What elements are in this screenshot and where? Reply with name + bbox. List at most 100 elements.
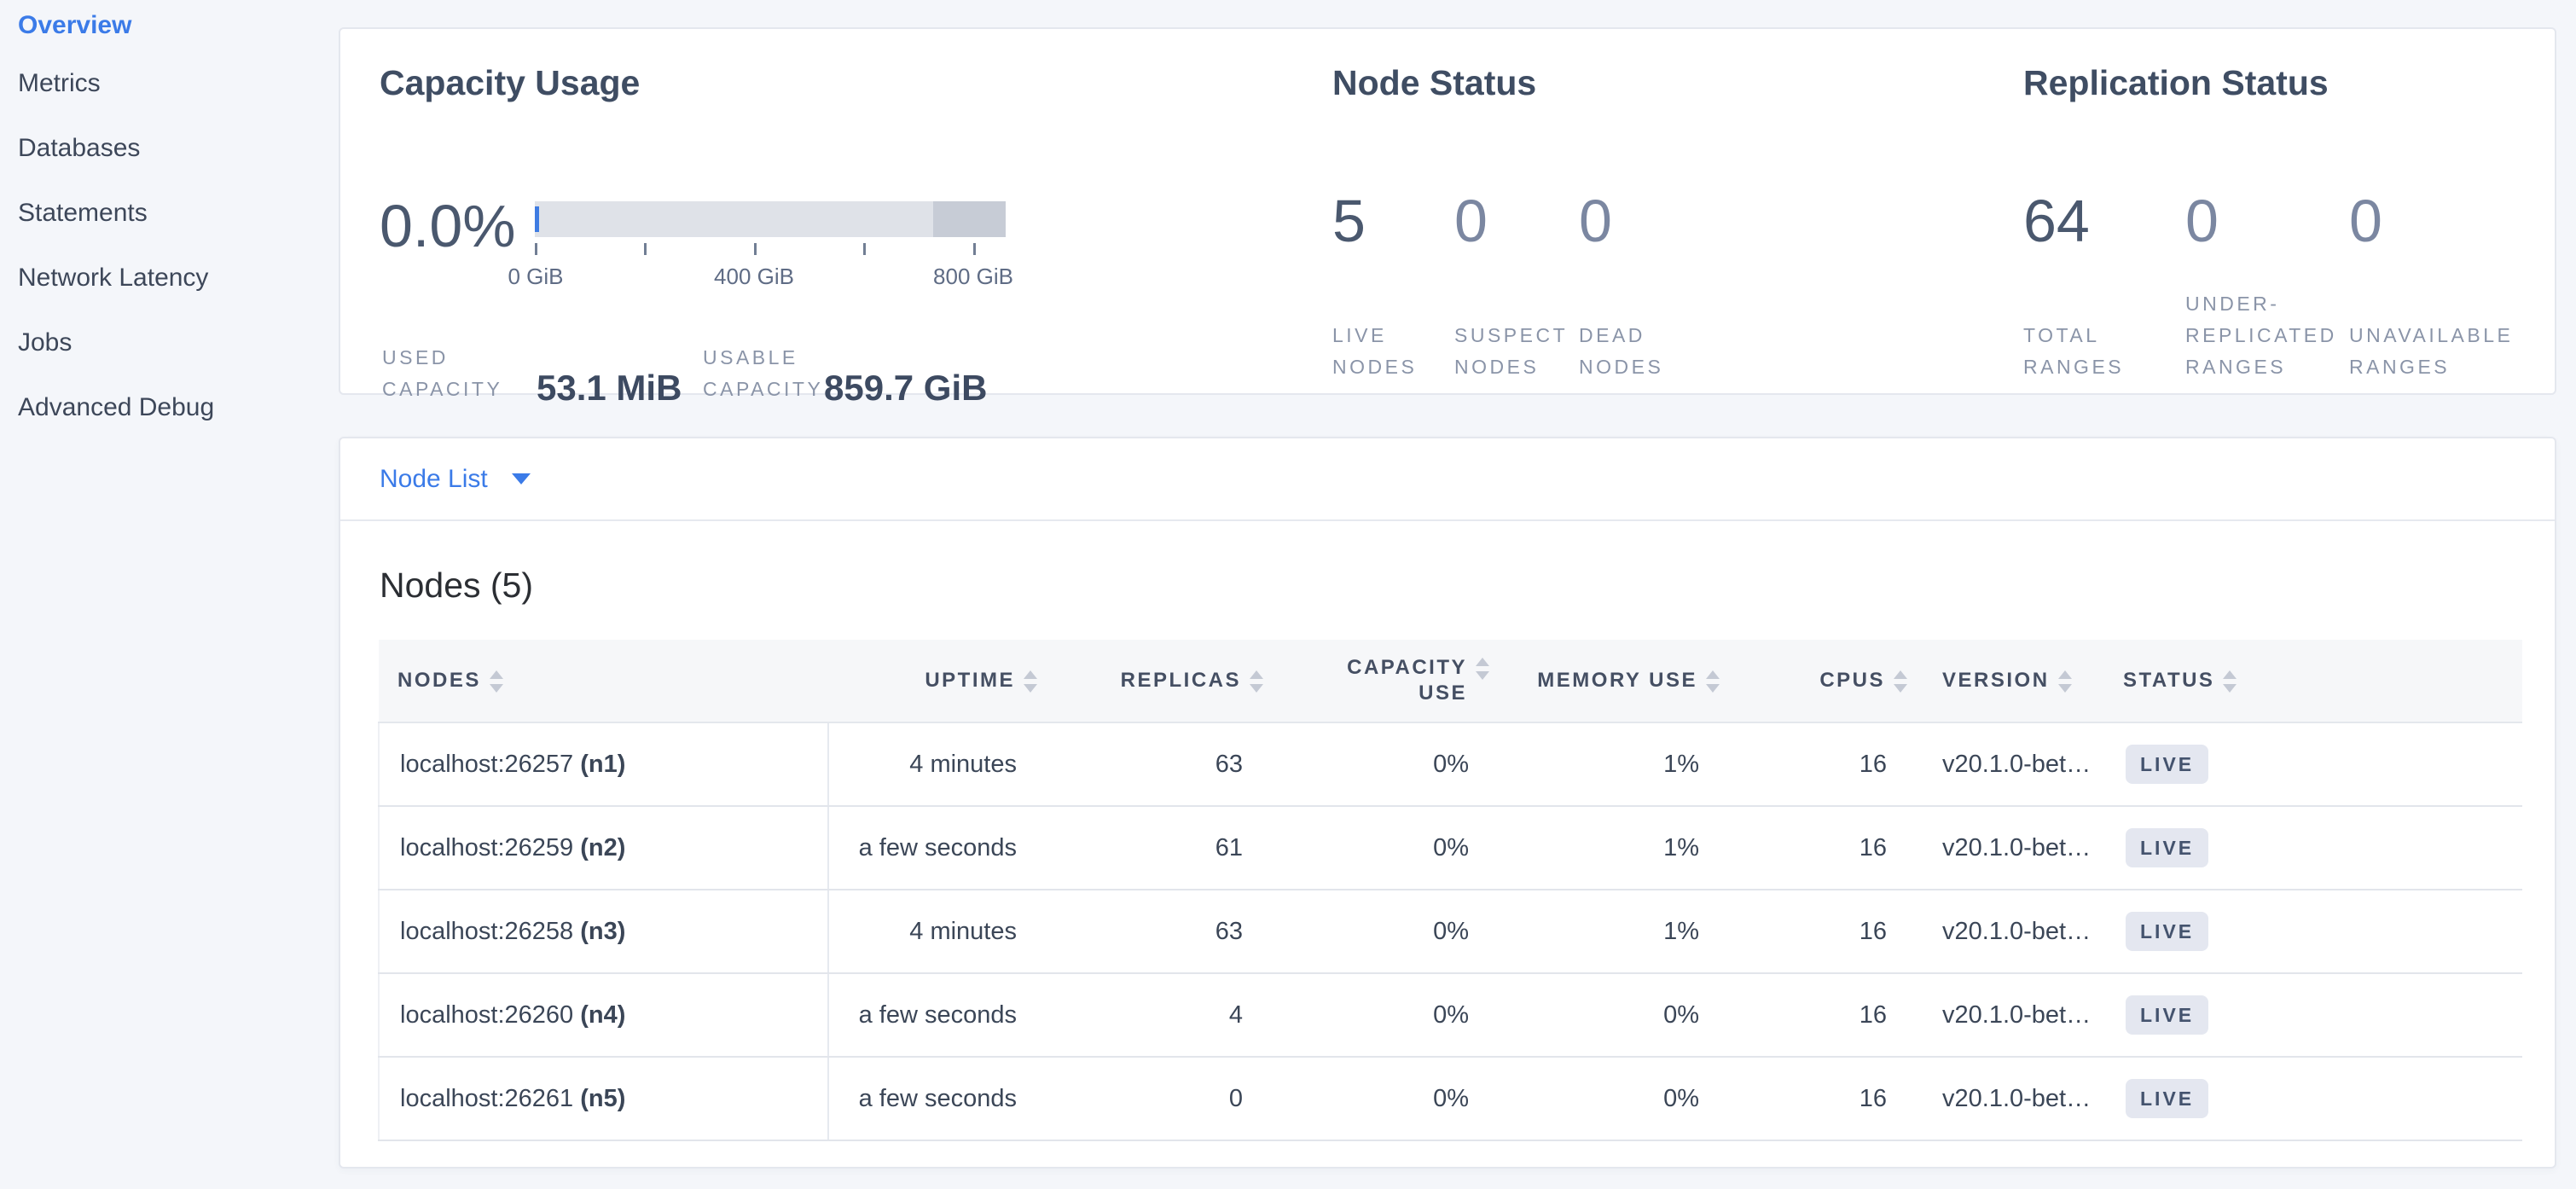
axis-tick: [863, 243, 866, 255]
live-nodes-stat: 5 LIVE NODES: [1332, 191, 1433, 383]
capacity-axis-ticks: [535, 243, 1006, 262]
sort-icon: [2223, 670, 2237, 693]
node-list-dropdown[interactable]: Node List: [340, 438, 2555, 521]
live-nodes-label: LIVE NODES: [1332, 324, 1418, 378]
replicas-cell: 63: [1037, 890, 1263, 974]
axis-tick: [973, 243, 976, 255]
cpus-cell: 16: [1720, 722, 1907, 807]
suspect-nodes-stat: 0 SUSPECT NODES: [1454, 191, 1564, 383]
status-badge: LIVE: [2126, 1079, 2209, 1118]
nodes-table-heading: Nodes (5): [380, 566, 534, 605]
node-status-title: Node Status: [1332, 63, 1537, 102]
sidebar-item-databases[interactable]: Databases: [18, 134, 141, 162]
sort-icon: [1894, 670, 1907, 693]
column-label: CPUS: [1819, 669, 1885, 692]
dead-nodes-label: DEAD NODES: [1579, 324, 1664, 378]
column-header-replicas[interactable]: REPLICAS: [1037, 640, 1263, 723]
sidebar-item-network-latency[interactable]: Network Latency: [18, 264, 209, 292]
column-header-uptime[interactable]: UPTIME: [828, 640, 1037, 723]
node-status-section: Node Status 5 LIVE NODES 0 SUSPECT NODES…: [1332, 29, 1981, 393]
capacity-stats: USED CAPACITY 53.1 MiB USABLE CAPACITY 8…: [380, 332, 1332, 409]
capacity-usage-section: Capacity Usage 0.0% 0 GiB 400 GiB 8: [380, 29, 1332, 408]
replicas-cell: 0: [1037, 1057, 1263, 1141]
cluster-summary-card: Capacity Usage 0.0% 0 GiB 400 GiB 8: [339, 27, 2556, 408]
sidebar-item-statements[interactable]: Statements: [18, 199, 148, 227]
capacity-use-cell: 0%: [1263, 973, 1489, 1058]
capacity-use-cell: 0%: [1263, 890, 1489, 974]
chevron-down-icon: [511, 473, 531, 484]
capacity-use-cell: 0%: [1263, 806, 1489, 890]
uptime-cell: 4 minutes: [828, 890, 1037, 974]
status-badge: LIVE: [2126, 912, 2209, 951]
column-header-status[interactable]: STATUS: [2112, 640, 2522, 723]
capacity-gauge: 0 GiB 400 GiB 800 GiB: [508, 201, 1013, 289]
node-id: (n1): [580, 750, 626, 778]
used-capacity-value: 53.1 MiB: [537, 368, 682, 408]
column-label: UPTIME: [925, 669, 1015, 692]
axis-tick: [754, 243, 757, 255]
node-address-cell[interactable]: localhost:26258 (n3): [378, 890, 829, 974]
sidebar-item-overview[interactable]: Overview: [18, 11, 132, 39]
column-label: VERSION: [1942, 669, 2050, 692]
column-header-version[interactable]: VERSION: [1907, 640, 2112, 723]
status-badge: LIVE: [2126, 995, 2209, 1035]
sort-icon: [2057, 670, 2072, 693]
node-address-cell[interactable]: localhost:26261 (n5): [378, 1057, 829, 1141]
node-id: (n4): [580, 1000, 626, 1029]
cpus-cell: 16: [1720, 1057, 1907, 1141]
node-address-cell[interactable]: localhost:26260 (n4): [378, 973, 829, 1058]
capacity-usage-title: Capacity Usage: [380, 63, 641, 102]
version-cell: v20.1.0-bet…: [1907, 973, 2112, 1058]
status-badge: LIVE: [2126, 745, 2209, 784]
sort-icon: [1706, 670, 1720, 693]
status-cell: LIVE: [2112, 973, 2522, 1058]
sidebar-item-metrics[interactable]: Metrics: [18, 69, 101, 97]
node-address-cell[interactable]: localhost:26257 (n1): [378, 722, 829, 807]
status-cell: LIVE: [2112, 722, 2522, 807]
status-cell: LIVE: [2112, 1057, 2522, 1141]
sort-icon: [489, 670, 503, 693]
dead-nodes-stat: 0 DEAD NODES: [1579, 191, 1680, 383]
node-address-cell[interactable]: localhost:26259 (n2): [378, 806, 829, 890]
column-label: REPLICAS: [1120, 669, 1241, 692]
dead-nodes-value: 0: [1579, 188, 1612, 254]
replication-status-title: Replication Status: [2023, 63, 2329, 102]
under-replicated-ranges-value: 0: [2185, 188, 2219, 254]
table-row: localhost:26259 (n2) a few seconds 61 0%…: [378, 806, 2522, 890]
capacity-use-cell: 0%: [1263, 1057, 1489, 1141]
usable-capacity-value: 859.7 GiB: [824, 368, 988, 408]
uptime-cell: a few seconds: [828, 806, 1037, 890]
replicas-cell: 4: [1037, 973, 1263, 1058]
memory-use-cell: 1%: [1489, 890, 1720, 974]
capacity-use-cell: 0%: [1263, 722, 1489, 807]
node-address: localhost:26259: [400, 833, 574, 861]
used-capacity-label: USED CAPACITY: [382, 346, 503, 400]
column-label: NODES: [397, 669, 481, 692]
axis-tick: [535, 243, 537, 255]
capacity-axis-labels: 0 GiB 400 GiB 800 GiB: [508, 262, 1012, 289]
sidebar-item-advanced-debug[interactable]: Advanced Debug: [18, 393, 215, 421]
cpus-cell: 16: [1720, 806, 1907, 890]
cpus-cell: 16: [1720, 973, 1907, 1058]
table-row: localhost:26261 (n5) a few seconds 0 0% …: [378, 1057, 2522, 1141]
version-cell: v20.1.0-bet…: [1907, 1057, 2112, 1141]
column-header-nodes[interactable]: NODES: [379, 640, 828, 723]
column-header-capacity-use[interactable]: CAPACITY USE: [1263, 640, 1489, 723]
under-replicated-ranges-stat: 0 UNDER-REPLICATED RANGES: [2185, 191, 2353, 383]
node-address: localhost:26257: [400, 750, 574, 778]
unavailable-ranges-value: 0: [2349, 188, 2382, 254]
capacity-bar: [535, 201, 1006, 237]
sidebar-item-jobs[interactable]: Jobs: [18, 328, 73, 357]
column-header-cpus[interactable]: CPUS: [1720, 640, 1907, 723]
under-replicated-ranges-label: UNDER-REPLICATED RANGES: [2185, 293, 2337, 378]
memory-use-cell: 1%: [1489, 722, 1720, 807]
usable-capacity-label: USABLE CAPACITY: [703, 346, 824, 400]
memory-use-cell: 1%: [1489, 806, 1720, 890]
total-ranges-label: TOTAL RANGES: [2023, 324, 2125, 378]
total-ranges-value: 64: [2023, 188, 2090, 254]
node-address: localhost:26260: [400, 1000, 574, 1029]
axis-tick: [644, 243, 647, 255]
capacity-bar-reserved-segment: [933, 201, 1006, 237]
column-header-memory-use[interactable]: MEMORY USE: [1489, 640, 1720, 723]
